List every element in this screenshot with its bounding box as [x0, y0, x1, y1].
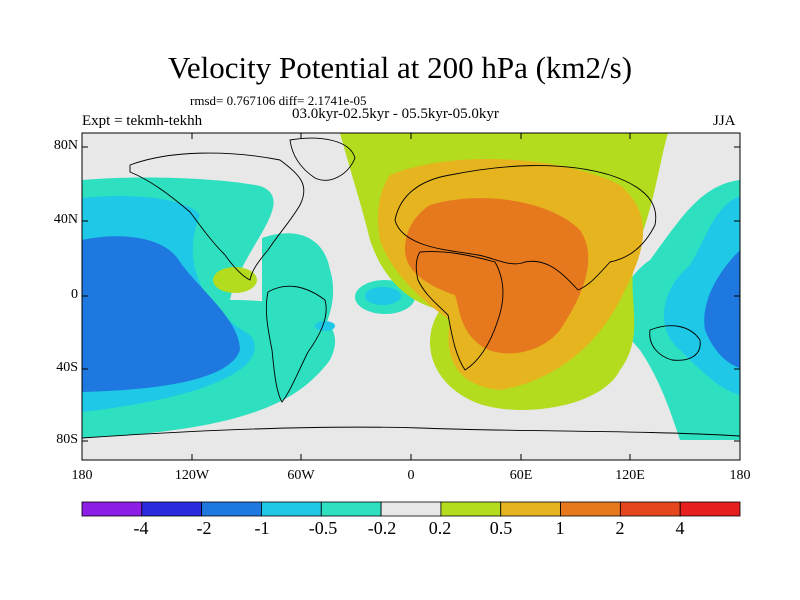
map-plot-area: [82, 133, 740, 460]
lon-label-120w: 120W: [174, 468, 210, 483]
colorbar-label: 4: [675, 518, 685, 538]
colorbar-swatch: [81, 501, 143, 517]
colorbar-label: 2: [615, 518, 625, 538]
lon-label-180e: 180: [729, 468, 751, 483]
coastline-australia: [649, 325, 701, 361]
colorbar-label: 1: [555, 518, 565, 538]
lon-label-0: 0: [407, 468, 415, 483]
colorbar-swatch: [380, 501, 442, 517]
colorbar-label: -0.2: [367, 518, 397, 538]
colorbar-swatch: [201, 501, 262, 517]
period-text: 03.0kyr-02.5kyr - 05.5kyr-05.0kyr: [292, 106, 499, 122]
lat-label-80n: 80N: [53, 138, 78, 153]
lat-label-40s: 40S: [56, 360, 78, 375]
colorbar-label: -0.5: [308, 518, 338, 538]
season-label: JJA: [713, 113, 736, 129]
coastline-greenland: [289, 137, 356, 181]
colorbar-swatch: [141, 501, 203, 517]
lon-label-60e: 60E: [509, 468, 533, 483]
negative-region-south-america: [262, 233, 334, 360]
lon-label-60w: 60W: [287, 468, 315, 483]
colorbar: [81, 501, 741, 517]
coastlines: [82, 137, 740, 439]
small-negative-patch: [315, 321, 335, 331]
lat-label-80s: 80S: [56, 432, 78, 447]
coastline-europe-asia: [394, 165, 657, 291]
negative-region-pacific-west-core: [82, 236, 240, 392]
positive-region-small: [213, 267, 257, 293]
colorbar-swatch: [560, 501, 621, 517]
colorbar-label: -2: [196, 518, 212, 538]
stats-text: rmsd= 0.767106 diff= 2.1741e-05: [190, 93, 367, 108]
lat-label-equator: 0: [71, 287, 78, 302]
colorbar-label: 0.2: [428, 518, 452, 538]
colorbar-label: -4: [133, 518, 149, 538]
lon-label-180w: 180: [71, 468, 93, 483]
colorbar-swatch: [261, 501, 322, 517]
coastline-antarctica: [82, 426, 740, 439]
coastline-africa: [415, 251, 504, 371]
negative-region-atlantic-core: [365, 287, 401, 305]
colorbar-swatch: [500, 501, 561, 517]
chart-title: Velocity Potential at 200 hPa (km2/s): [167, 50, 633, 85]
colorbar-swatch: [679, 501, 741, 517]
experiment-label: Expt = tekmh-tekhh: [82, 113, 203, 129]
colorbar-swatch: [320, 501, 382, 517]
lon-label-120e: 120E: [615, 468, 645, 483]
colorbar-label: 0.5: [489, 518, 513, 538]
colorbar-label: -1: [254, 518, 270, 538]
colorbar-swatch: [440, 501, 502, 517]
positive-region-core: [405, 198, 589, 354]
colorbar-swatch: [619, 501, 681, 517]
coastline-north-america: [129, 152, 305, 281]
coastline-south-america: [265, 285, 327, 403]
lat-label-40n: 40N: [53, 212, 78, 227]
negative-region-pacific-east-core: [704, 250, 740, 368]
axis-ticks: [81, 133, 741, 460]
